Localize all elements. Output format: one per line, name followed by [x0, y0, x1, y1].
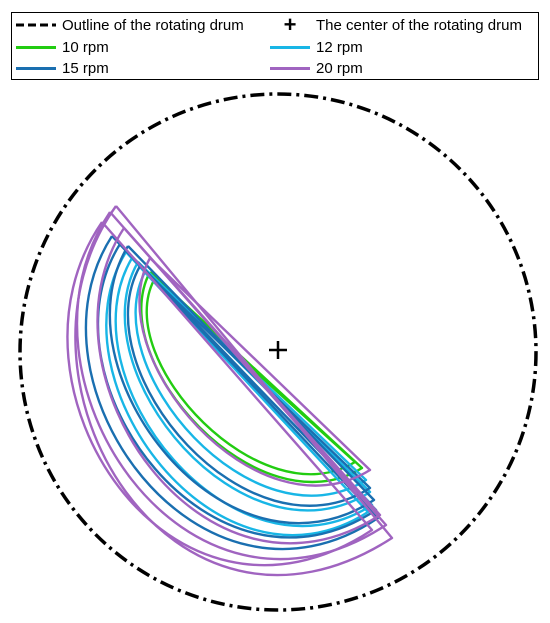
drum-outline — [18, 92, 538, 612]
legend-label-10rpm: 10 rpm — [62, 38, 109, 56]
flow-profile-curve — [66, 221, 374, 567]
legend-label-15rpm: 15 rpm — [62, 59, 109, 77]
flow-profile-curve — [96, 227, 382, 545]
line-20rpm-icon — [270, 66, 310, 70]
legend-item-center: + The center of the rotating drum — [270, 12, 522, 37]
flow-profile-curve — [140, 271, 364, 484]
drum-center-marker — [269, 341, 287, 359]
flow-profiles — [66, 205, 394, 577]
legend-item-15rpm: 15 rpm — [16, 58, 109, 78]
flow-profile-curve — [126, 265, 372, 507]
line-15rpm-icon — [16, 66, 56, 70]
legend-item-20rpm: 20 rpm — [270, 58, 363, 78]
legend-label-20rpm: 20 rpm — [316, 59, 363, 77]
legend-label-outline: Outline of the rotating drum — [62, 16, 244, 34]
legend: Outline of the rotating drum + The cente… — [11, 12, 539, 80]
legend-item-12rpm: 12 rpm — [270, 37, 363, 57]
line-10rpm-icon — [16, 45, 56, 49]
legend-label-center: The center of the rotating drum — [316, 16, 522, 34]
legend-item-outline: Outline of the rotating drum — [16, 15, 244, 35]
flow-profile-curve — [145, 279, 357, 476]
plus-icon: + — [283, 12, 297, 37]
dashed-line-icon — [16, 23, 56, 27]
flow-profile-curve — [114, 257, 374, 528]
legend-label-12rpm: 12 rpm — [316, 38, 363, 56]
legend-item-10rpm: 10 rpm — [16, 37, 109, 57]
flow-profile-curve — [138, 257, 372, 487]
line-12rpm-icon — [270, 45, 310, 49]
flow-profile-curve — [134, 269, 368, 497]
flow-profile-curve — [123, 261, 372, 512]
flow-profile-curve — [108, 245, 376, 525]
flow-profile-curve — [75, 211, 388, 561]
flow-profile-curve — [105, 251, 370, 537]
flow-profile-curve — [84, 235, 380, 551]
